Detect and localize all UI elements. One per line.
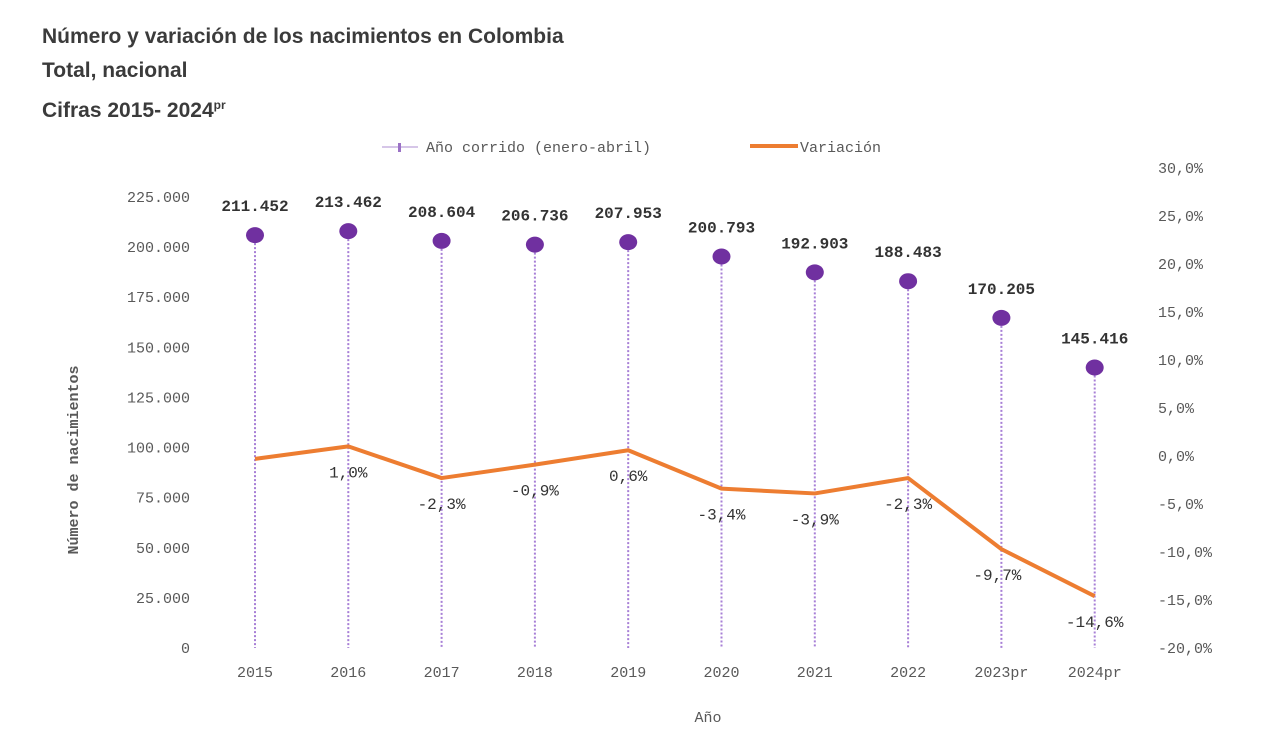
- y2-tick-label: -10,0%: [1158, 545, 1213, 562]
- legend-label-line: Variación: [800, 140, 881, 157]
- data-label-variation: -3,4%: [697, 507, 745, 525]
- data-label-births: 192.903: [781, 235, 848, 253]
- y-tick-label: 25.000: [136, 591, 190, 608]
- y2-tick-label: 25,0%: [1158, 209, 1204, 226]
- y2-tick-label: 0,0%: [1158, 449, 1195, 466]
- legend-lollipop-marker: [398, 143, 401, 152]
- y2-tick-label: -20,0%: [1158, 641, 1213, 658]
- data-label-variation: -14,6%: [1066, 614, 1124, 632]
- x-tick-label: 2023pr: [974, 665, 1028, 682]
- lollipop-dot: [1085, 359, 1104, 376]
- chart-titles: Número y variación de los nacimientos en…: [42, 20, 564, 128]
- chart-title: Número y variación de los nacimientos en…: [42, 25, 564, 48]
- x-tick-label: 2016: [330, 665, 366, 682]
- data-label-variation: -2,3%: [418, 496, 466, 514]
- chart-subtitle: Total, nacional: [42, 59, 188, 82]
- data-label-births: 208.604: [408, 204, 476, 222]
- data-label-variation: -3,9%: [791, 511, 839, 529]
- lollipop-dot: [619, 234, 638, 251]
- y2-tick-label: 15,0%: [1158, 305, 1204, 322]
- lollipop-dot: [899, 273, 918, 290]
- y-axis-label: Número de nacimientos: [66, 365, 83, 554]
- x-tick-label: 2015: [237, 665, 273, 682]
- lollipop-dot: [992, 309, 1011, 326]
- y-tick-label: 225.000: [127, 190, 190, 207]
- x-tick-label: 2017: [424, 665, 460, 682]
- data-label-births: 211.452: [221, 198, 288, 216]
- x-tick-label: 2024pr: [1068, 665, 1122, 682]
- data-label-births: 206.736: [501, 208, 568, 226]
- x-tick-label: 2018: [517, 665, 553, 682]
- x-tick-label: 2020: [703, 665, 739, 682]
- lollipop-dot: [339, 223, 358, 240]
- data-label-births: 200.793: [688, 220, 755, 238]
- y-tick-label: 125.000: [127, 390, 190, 407]
- x-tick-label: 2019: [610, 665, 646, 682]
- variation-line: [254, 444, 1096, 598]
- data-label-variation: -0,9%: [511, 483, 559, 501]
- data-label-variation: 0,6%: [609, 468, 648, 486]
- data-label-births: 170.205: [968, 281, 1035, 299]
- y-tick-label: 200.000: [127, 240, 190, 257]
- y-tick-label: 50.000: [136, 541, 190, 558]
- y2-tick-label: 10,0%: [1158, 353, 1204, 370]
- data-label-variation: 1,0%: [329, 464, 368, 482]
- y2-tick-label: 20,0%: [1158, 257, 1204, 274]
- y-tick-label: 175.000: [127, 290, 190, 307]
- x-tick-label: 2022: [890, 665, 926, 682]
- y-tick-label: 100.000: [127, 441, 190, 458]
- legend-label-lollipop: Año corrido (enero-abril): [426, 140, 651, 157]
- data-label-births: 207.953: [595, 205, 662, 223]
- y2-tick-label: -5,0%: [1158, 497, 1204, 514]
- data-label-births: 145.416: [1061, 331, 1128, 349]
- chart-period: Cifras 2015- 2024pr: [42, 98, 226, 122]
- y-tick-label: 0: [181, 641, 190, 658]
- data-label-variation: -2,3%: [884, 496, 932, 514]
- y2-tick-label: -15,0%: [1158, 593, 1213, 610]
- legend: Año corrido (enero-abril) Variación: [382, 140, 881, 157]
- y2-tick-label: 30,0%: [1158, 161, 1204, 178]
- data-label-births: 188.483: [874, 244, 941, 262]
- x-axis-label: Año: [694, 710, 721, 727]
- lollipop-dot: [712, 248, 731, 265]
- lollipop-dot: [805, 264, 824, 281]
- data-label-variation: -9,7%: [973, 567, 1021, 585]
- y-tick-label: 75.000: [136, 491, 190, 508]
- lollipop-dot: [432, 232, 451, 249]
- x-tick-label: 2021: [797, 665, 833, 682]
- lollipop-dot: [525, 236, 544, 253]
- y-tick-label: 150.000: [127, 340, 190, 357]
- y2-tick-label: 5,0%: [1158, 401, 1195, 418]
- data-label-births: 213.462: [315, 194, 382, 212]
- lollipop-dot: [246, 227, 264, 244]
